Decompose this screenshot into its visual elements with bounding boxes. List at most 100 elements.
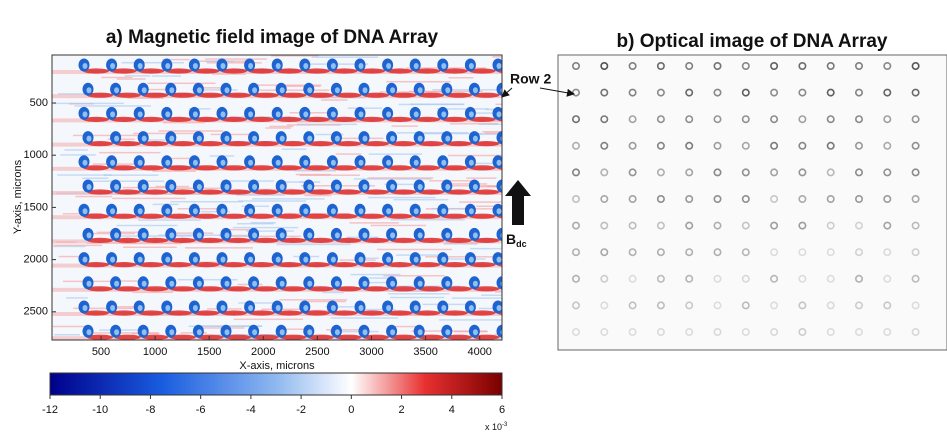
streak xyxy=(124,75,151,77)
blue-core xyxy=(114,135,120,142)
blue-core xyxy=(252,135,258,142)
red-lobe xyxy=(193,165,220,171)
red-lobe xyxy=(363,286,389,292)
spot xyxy=(911,88,920,97)
red-lobe xyxy=(307,286,334,292)
spot xyxy=(854,327,863,336)
spot xyxy=(911,301,920,310)
red-lobe xyxy=(248,116,275,122)
streak xyxy=(329,330,379,333)
red-lobe xyxy=(142,141,169,147)
spot xyxy=(770,301,779,310)
colorbar xyxy=(49,372,503,396)
spot xyxy=(883,141,892,150)
red-lobe xyxy=(114,334,141,340)
streak xyxy=(191,89,238,91)
streak xyxy=(295,173,331,176)
red-lobe xyxy=(280,92,307,98)
blue-core xyxy=(468,159,474,166)
streak xyxy=(377,248,453,251)
spot xyxy=(571,221,580,230)
blue-core xyxy=(417,329,423,336)
blue-core xyxy=(307,232,313,239)
spot xyxy=(600,168,609,177)
spot xyxy=(600,115,609,124)
spot xyxy=(571,141,580,150)
red-lobe xyxy=(225,286,251,292)
spot xyxy=(713,168,722,177)
blue-core xyxy=(196,184,202,190)
spot xyxy=(628,195,637,204)
colorbar-tick-label: 4 xyxy=(449,404,455,416)
spot xyxy=(656,301,665,310)
red-lobe xyxy=(221,116,247,122)
red-lobe xyxy=(441,116,468,122)
streak xyxy=(58,255,87,258)
blue-lobe xyxy=(496,276,502,290)
blue-core xyxy=(358,63,364,69)
red-lobe xyxy=(221,213,247,219)
blue-core xyxy=(141,87,147,94)
blue-core xyxy=(303,111,309,118)
colorbar-tick-label: 2 xyxy=(398,404,404,416)
blue-core xyxy=(279,329,285,336)
streak xyxy=(353,178,432,180)
spot xyxy=(571,168,580,177)
blue-core xyxy=(165,159,171,166)
streak xyxy=(452,297,502,299)
streak xyxy=(110,306,137,308)
blue-lobe xyxy=(496,227,502,241)
streak xyxy=(166,232,214,234)
red-lobe xyxy=(335,141,362,147)
blue-core xyxy=(390,232,396,239)
spot xyxy=(600,88,609,97)
y-tick-label: 2000 xyxy=(24,254,48,266)
red-lobe xyxy=(114,92,141,98)
red-lobe xyxy=(390,237,417,243)
streak xyxy=(325,306,354,308)
spot xyxy=(713,88,722,97)
colorbar-tick-label: -10 xyxy=(92,404,108,416)
spot xyxy=(685,327,694,336)
blue-core xyxy=(441,256,447,263)
spot xyxy=(883,115,892,124)
streak xyxy=(57,174,113,176)
blue-core xyxy=(86,184,92,190)
red-lobe xyxy=(363,237,389,243)
blue-core xyxy=(307,280,313,287)
spot xyxy=(628,61,637,70)
field-arrow xyxy=(505,180,531,225)
red-lobe xyxy=(110,165,137,171)
blue-core xyxy=(114,232,120,239)
blue-core xyxy=(248,111,254,118)
streak xyxy=(75,195,113,198)
blue-core xyxy=(386,159,392,166)
streak xyxy=(296,123,358,126)
blue-core xyxy=(445,329,451,336)
blue-core xyxy=(86,87,92,94)
streak xyxy=(279,299,348,301)
streak xyxy=(72,134,139,137)
blue-core xyxy=(86,135,92,142)
red-lobe xyxy=(252,334,279,340)
streak xyxy=(367,177,434,179)
streak xyxy=(64,149,89,151)
field-subscript: dc xyxy=(516,239,527,249)
blue-core xyxy=(303,63,309,69)
blue-core xyxy=(141,280,147,287)
y-tick-label: 1000 xyxy=(24,149,48,161)
red-lobe xyxy=(335,237,362,243)
streak xyxy=(233,318,304,321)
red-lobe xyxy=(473,237,500,243)
spot xyxy=(854,168,863,177)
streak xyxy=(363,281,390,284)
streak xyxy=(363,277,396,279)
red-lobe xyxy=(359,68,385,74)
spot xyxy=(798,168,807,177)
blue-core xyxy=(224,280,230,287)
streak xyxy=(251,198,325,200)
red-lobe xyxy=(252,189,279,195)
streak xyxy=(250,221,276,224)
spot xyxy=(656,195,665,204)
streak xyxy=(221,180,275,182)
